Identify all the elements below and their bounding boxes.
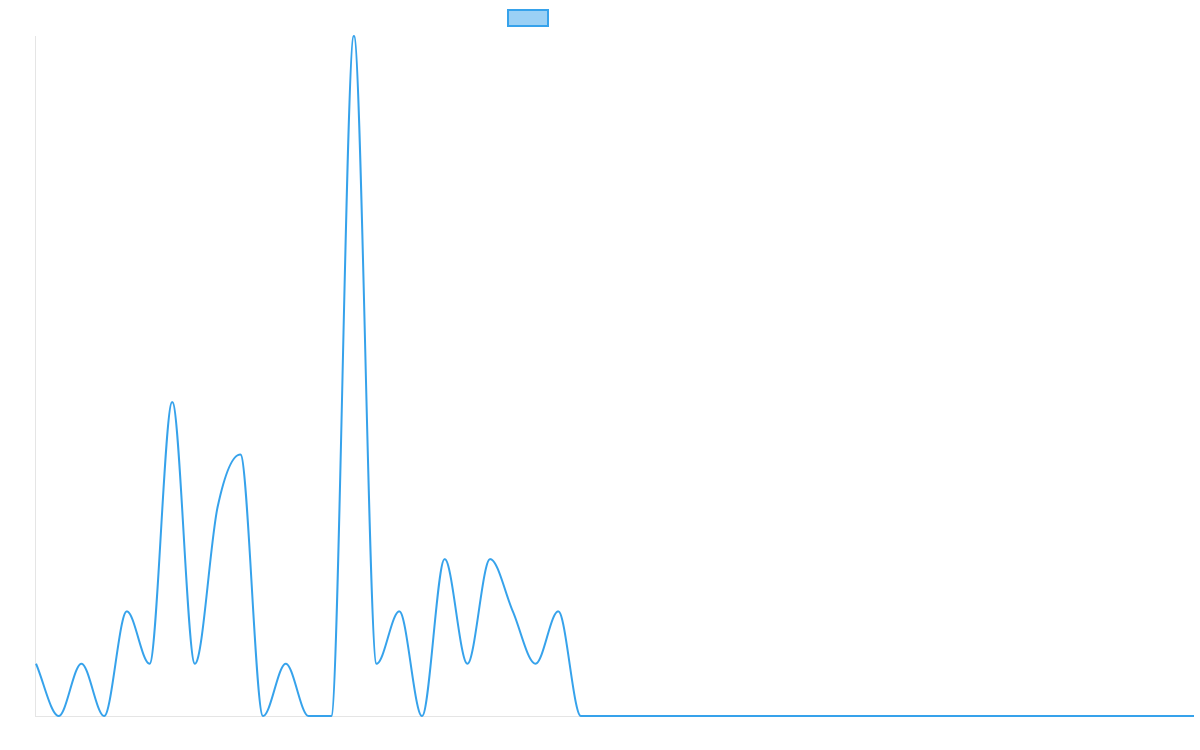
data-point[interactable] — [124, 608, 130, 614]
data-point[interactable] — [442, 556, 448, 562]
data-point[interactable] — [987, 713, 993, 719]
data-point[interactable] — [260, 713, 266, 719]
data-point[interactable] — [374, 661, 380, 667]
data-point[interactable] — [623, 713, 629, 719]
data-point[interactable] — [101, 713, 107, 719]
data-point[interactable] — [555, 608, 561, 614]
data-point[interactable] — [1100, 713, 1106, 719]
data-point[interactable] — [964, 713, 970, 719]
data-point[interactable] — [805, 713, 811, 719]
data-point[interactable] — [215, 504, 221, 510]
data-point[interactable] — [237, 451, 243, 457]
data-point[interactable] — [510, 608, 516, 614]
legend-swatch[interactable] — [507, 9, 549, 27]
data-point[interactable] — [351, 33, 357, 39]
series-layer — [33, 33, 1197, 719]
data-point[interactable] — [305, 713, 311, 719]
data-point[interactable] — [283, 661, 289, 667]
data-point[interactable] — [714, 713, 720, 719]
data-point[interactable] — [147, 661, 153, 667]
data-point[interactable] — [1146, 713, 1152, 719]
data-point[interactable] — [33, 661, 39, 667]
data-point[interactable] — [192, 661, 198, 667]
data-point[interactable] — [1077, 713, 1083, 719]
data-point[interactable] — [56, 713, 62, 719]
data-point[interactable] — [941, 713, 947, 719]
data-point[interactable] — [782, 713, 788, 719]
data-point[interactable] — [419, 713, 425, 719]
data-point[interactable] — [873, 713, 879, 719]
data-point[interactable] — [896, 713, 902, 719]
data-point[interactable] — [601, 713, 607, 719]
data-point[interactable] — [578, 713, 584, 719]
data-point[interactable] — [1009, 713, 1015, 719]
data-point[interactable] — [464, 661, 470, 667]
data-point[interactable] — [691, 713, 697, 719]
data-point[interactable] — [396, 608, 402, 614]
series-line-0 — [35, 35, 1194, 717]
data-point[interactable] — [328, 713, 334, 719]
data-point[interactable] — [737, 713, 743, 719]
data-point[interactable] — [760, 713, 766, 719]
data-point[interactable] — [646, 713, 652, 719]
data-point[interactable] — [533, 661, 539, 667]
data-point[interactable] — [169, 399, 175, 405]
data-point[interactable] — [78, 661, 84, 667]
data-point[interactable] — [828, 713, 834, 719]
data-point[interactable] — [1055, 713, 1061, 719]
data-point[interactable] — [1191, 713, 1197, 719]
data-point[interactable] — [919, 713, 925, 719]
data-point[interactable] — [487, 556, 493, 562]
data-point[interactable] — [850, 713, 856, 719]
data-point[interactable] — [1123, 713, 1129, 719]
data-point[interactable] — [669, 713, 675, 719]
data-point[interactable] — [1168, 713, 1174, 719]
data-point[interactable] — [1032, 713, 1038, 719]
